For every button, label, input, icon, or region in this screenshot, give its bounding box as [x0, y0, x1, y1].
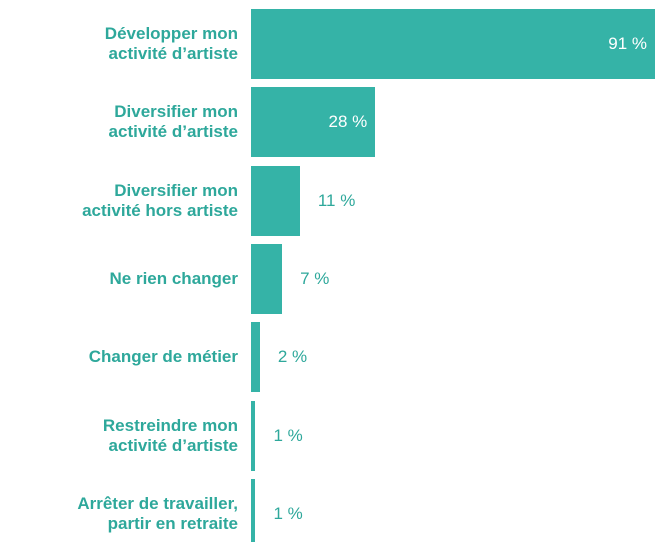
- value-label: 7 %: [300, 268, 330, 288]
- category-label: Développer mon activité d’artiste: [104, 24, 238, 63]
- value-label: 1 %: [273, 503, 303, 523]
- value-label: 28 %: [328, 112, 368, 132]
- bar: [251, 243, 283, 314]
- category-label: Diversifier mon activité hors artiste: [82, 180, 238, 220]
- value-label: 11 %: [317, 190, 356, 210]
- bar: [251, 87, 376, 158]
- category-label: Ne rien changer: [109, 268, 239, 288]
- value-label: 91 %: [608, 34, 647, 53]
- bar: [251, 400, 256, 471]
- value-label: 2 %: [277, 347, 308, 367]
- value-label: 1 %: [273, 425, 303, 445]
- category-label: Changer de métier: [88, 347, 238, 367]
- category-label: Arrêter de travailler, partir en retrait…: [77, 493, 238, 533]
- bar: [251, 165, 300, 236]
- bar: [251, 478, 256, 542]
- bar: [251, 322, 260, 393]
- bar: [251, 9, 655, 79]
- category-label: Restreindre mon activité d’artiste: [102, 415, 238, 455]
- category-label: Diversifier mon activité d’artiste: [108, 102, 238, 142]
